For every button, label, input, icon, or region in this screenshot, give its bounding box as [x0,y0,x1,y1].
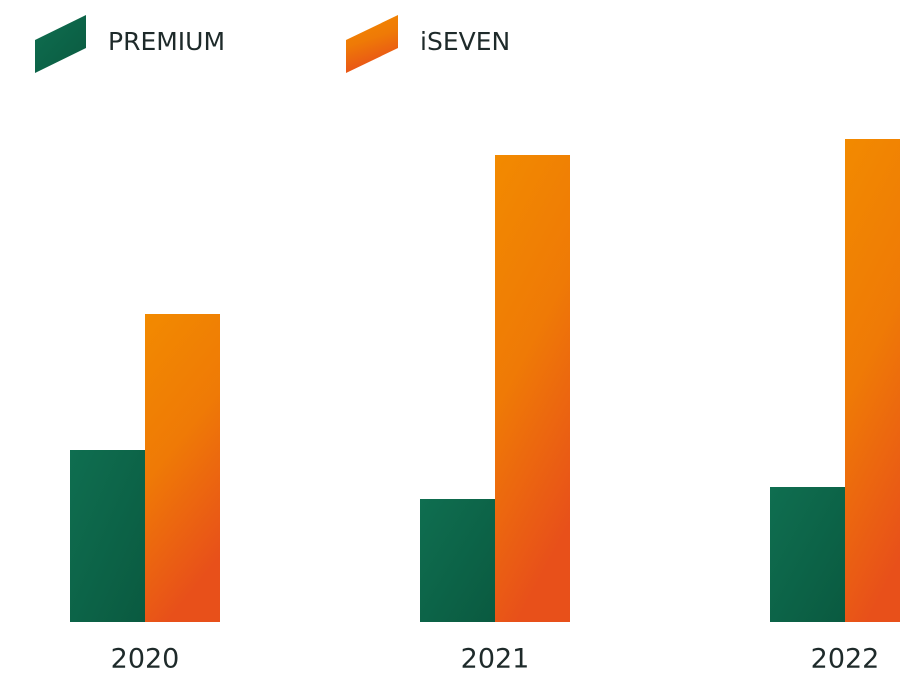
legend: PREMIUM iSEVEN [35,15,510,73]
x-tick-label: 2021 [461,644,530,675]
x-tick-label: 2020 [111,644,180,675]
legend-label: PREMIUM [108,27,225,56]
legend-swatch [346,15,398,73]
legend-label: iSEVEN [420,27,510,56]
bar [70,450,145,622]
bar [420,499,495,622]
bar [770,487,845,622]
bar [495,155,570,622]
bar [145,314,220,622]
bar [845,139,900,622]
legend-swatch [35,15,86,73]
x-tick-label: 2022 [811,644,880,675]
